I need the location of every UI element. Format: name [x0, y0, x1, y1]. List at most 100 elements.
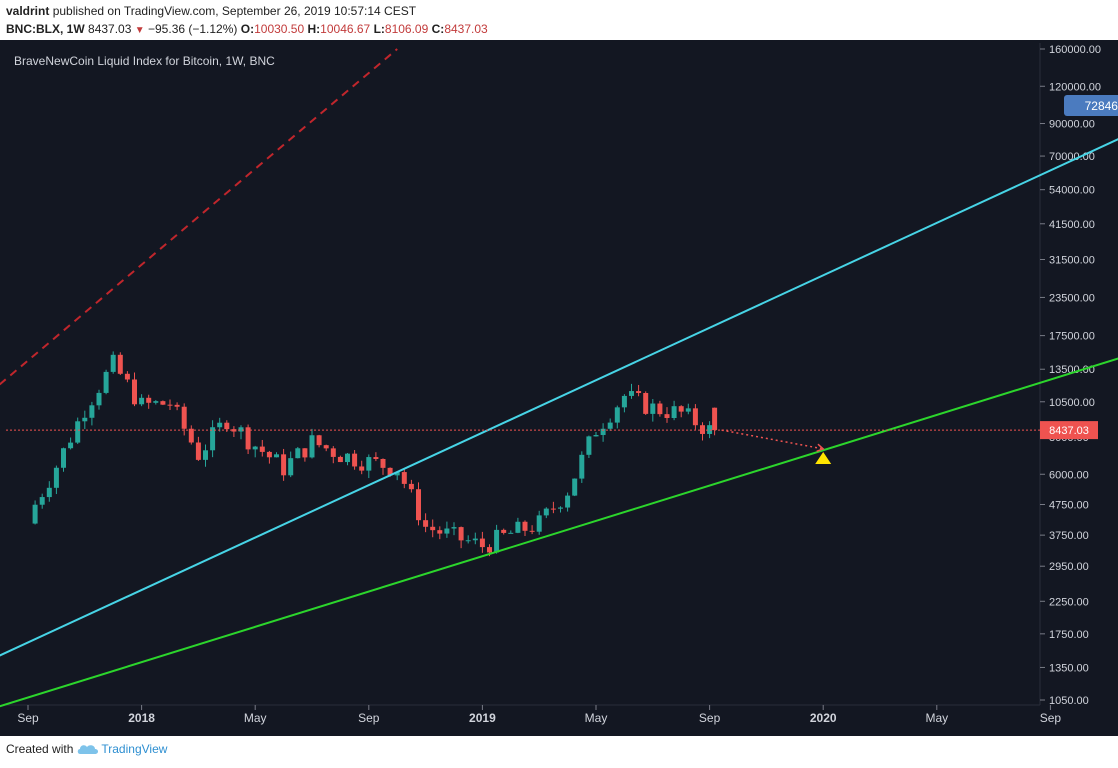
candle-body: [146, 397, 152, 403]
candle-body: [46, 487, 52, 498]
candle-body: [160, 401, 166, 405]
candle-body: [712, 407, 718, 431]
candle-body: [408, 483, 414, 490]
y-tick-label: 70000.00: [1049, 151, 1095, 163]
candle-body: [607, 422, 613, 429]
candle-body: [494, 529, 500, 553]
candle-body: [139, 397, 145, 405]
candle-body: [586, 436, 592, 455]
y-tick-label: 2250.00: [1049, 596, 1089, 608]
candle-body: [281, 454, 287, 476]
candle-body: [266, 451, 272, 458]
x-tick-label: 2020: [810, 711, 837, 725]
candle-body: [167, 404, 173, 406]
x-tick-label: May: [585, 711, 608, 725]
projection-arrow[interactable]: [721, 429, 824, 450]
author-name[interactable]: valdrint: [6, 4, 50, 18]
close-value: 8437.03: [444, 22, 488, 36]
candle-body: [316, 435, 322, 446]
tradingview-logo[interactable]: TradingView: [77, 742, 167, 756]
candle-body: [536, 515, 542, 532]
candle-body: [345, 453, 350, 463]
candle-body: [614, 407, 620, 423]
y-tick-label: 1750.00: [1049, 629, 1089, 641]
y-tick-label: 160000.00: [1049, 44, 1101, 56]
y-tick-label: 17500.00: [1049, 331, 1095, 343]
candle-body: [309, 435, 315, 458]
projection-arrowhead: [816, 443, 825, 453]
candle-body: [259, 446, 265, 452]
price-value: 8437.03: [88, 22, 132, 36]
dashed-resistance-line[interactable]: [0, 48, 398, 386]
open-value: 10030.50: [254, 22, 305, 36]
candle-body: [458, 527, 464, 541]
down-triangle-icon: ▼: [134, 25, 145, 36]
publish-info: valdrint published on TradingView.com, S…: [6, 4, 416, 18]
candle-body: [53, 467, 59, 488]
candle-body: [124, 373, 130, 380]
candle-body: [153, 401, 159, 403]
candle-body: [203, 450, 208, 460]
candle-body: [210, 427, 216, 451]
candle-body: [32, 504, 38, 524]
candle-body: [685, 408, 691, 412]
x-tick-label: 2019: [469, 711, 496, 725]
published-text: published on TradingView.com, September …: [52, 4, 417, 18]
candle-body: [359, 466, 365, 471]
chart-title: BraveNewCoin Liquid Index for Bitcoin, 1…: [14, 54, 275, 68]
candle-body: [89, 405, 95, 418]
yellow-triangle-marker[interactable]: [815, 452, 832, 465]
candle-body: [380, 458, 386, 468]
candle-body: [387, 467, 393, 476]
candle-body: [174, 404, 180, 407]
y-tick-label: 10500.00: [1049, 397, 1095, 409]
candle-body: [401, 472, 407, 484]
y-tick-label: 3750.00: [1049, 530, 1089, 542]
high-label: H:: [307, 22, 321, 36]
y-tick-label: 31500.00: [1049, 254, 1095, 266]
candle-body: [252, 446, 258, 450]
candle-body: [621, 395, 627, 408]
candle-body: [110, 354, 116, 372]
candle-body: [416, 489, 421, 521]
x-tick-label: Sep: [1040, 711, 1062, 725]
last-price-label: 8437.03: [1049, 425, 1089, 437]
candle-body: [302, 448, 308, 458]
candle-body: [472, 538, 478, 541]
candle-body: [479, 538, 485, 548]
lower-channel-line[interactable]: [0, 309, 1118, 708]
y-tick-label: 6000.00: [1049, 469, 1089, 481]
candle-body: [274, 454, 279, 458]
y-tick-label: 41500.00: [1049, 219, 1095, 231]
measure-label-box[interactable]: [1064, 95, 1118, 116]
plot-area: [6, 43, 1040, 705]
tradingview-brand: TradingView: [101, 742, 168, 756]
candle-body: [224, 422, 230, 430]
cloud-icon: [78, 745, 99, 754]
candle-body: [664, 414, 670, 418]
x-tick-label: Sep: [358, 711, 380, 725]
close-label: C:: [431, 22, 445, 36]
price-chart[interactable]: 160000.00 120000.00 90000.00 70000.00 54000.…: [0, 40, 1118, 736]
candle-body: [550, 508, 556, 510]
upper-channel-line[interactable]: [0, 92, 1118, 657]
candle-body: [657, 403, 663, 415]
candle-body: [501, 529, 507, 533]
candle-body: [543, 508, 549, 516]
candle-body: [565, 495, 571, 508]
footer: Created with TradingView: [6, 742, 167, 756]
open-label: O:: [240, 22, 255, 36]
y-tick-label: 54000.00: [1049, 185, 1095, 197]
candle-body: [373, 457, 379, 459]
y-tick-label: 2950.00: [1049, 561, 1089, 573]
candle-body: [707, 425, 713, 434]
x-tick-label: Sep: [17, 711, 39, 725]
candle-body: [515, 521, 521, 533]
last-price-badge: [1040, 421, 1098, 440]
candle-body: [288, 458, 294, 476]
x-tick-label: Sep: [699, 711, 721, 725]
y-tick-label: 1350.00: [1049, 662, 1089, 674]
candle-body: [444, 528, 450, 534]
y-tick-label: 13500.00: [1049, 364, 1095, 376]
candle-body: [337, 456, 343, 463]
